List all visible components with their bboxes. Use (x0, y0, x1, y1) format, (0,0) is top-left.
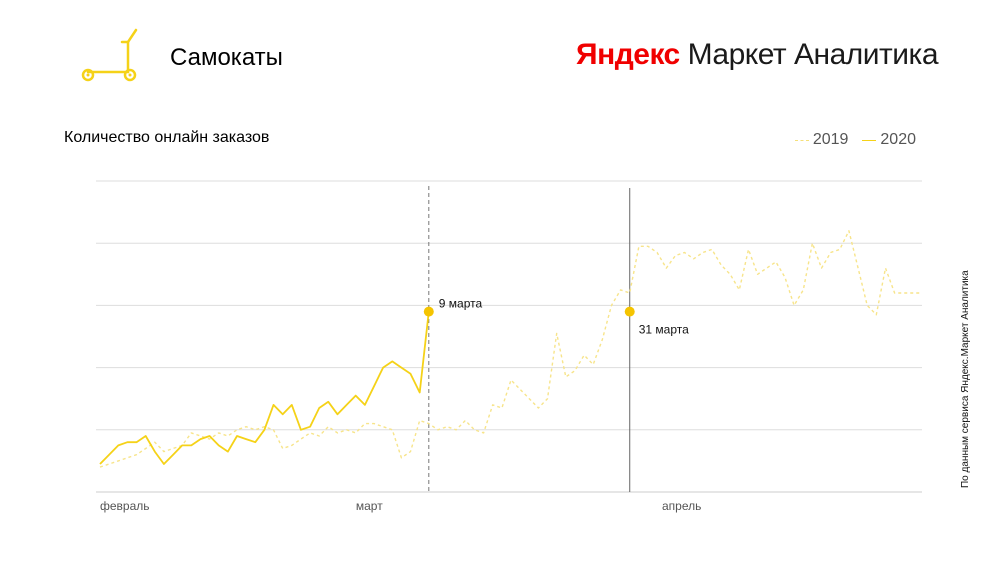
series-line-2020 (99, 311, 430, 465)
legend-item-2020: 2020 (862, 131, 916, 149)
brand-logo: Яндекс Маркет Аналитика (576, 38, 938, 72)
legend-swatch-2019 (794, 139, 809, 141)
annotation-marker-0 (423, 306, 434, 317)
series-line-2019 (99, 230, 922, 468)
category-title: Самокаты (170, 44, 283, 71)
annotation-label-1: 31 марта (639, 323, 689, 337)
legend-label-2019: 2019 (812, 131, 849, 148)
x-tick-label-2: апрель (662, 499, 701, 513)
annotation-marker-1 (624, 306, 635, 317)
source-note: По данным сервиса Яндекс.Маркет Аналитик… (960, 270, 971, 488)
legend-swatch-2020 (862, 139, 877, 141)
legend-item-2019: 2019 (794, 131, 849, 149)
brand-logo-text: Маркет Аналитика (679, 38, 939, 71)
chart-legend: 2019 2020 (794, 131, 916, 149)
chart-title: Количество онлайн заказов (64, 129, 270, 146)
annotation-label-0: 9 марта (439, 297, 483, 311)
legend-label-2020: 2020 (880, 131, 916, 148)
x-tick-label-1: март (356, 499, 383, 513)
brand-logo-yandex: Яндекс (576, 38, 680, 71)
x-tick-label-0: февраль (100, 499, 150, 513)
scooter-icon (78, 26, 142, 86)
